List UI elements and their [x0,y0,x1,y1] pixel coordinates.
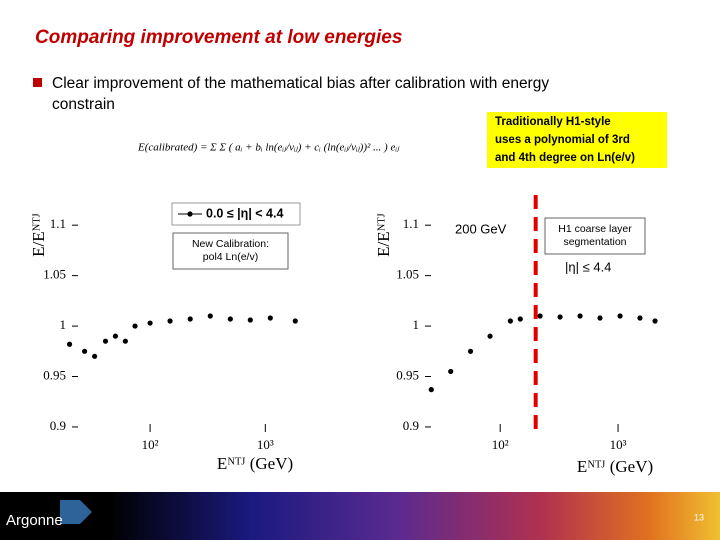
legend-box [171,202,301,226]
x-axis-label: Eᴺᵀᴶ (GeV) [577,457,653,476]
note-text: and 4th degree on Ln(e/v) [495,152,635,164]
x-tick-label: 10² [492,437,509,452]
data-point [517,316,523,322]
charts: 0.9 0.95 1 1.05 1.1 10² 10³ E/Eᴺᵀᴶ Eᴺᵀᴶ (GeV) 0.0… [29,195,658,476]
data-point [267,315,273,321]
y-tick-label: 0.95 [396,367,419,382]
data-point [102,338,109,344]
data-point [227,316,233,322]
data-point [147,320,153,326]
data-point [292,318,298,324]
annotation-text: H1 coarse layer [558,223,632,235]
y-tick-label: 0.95 [43,367,66,382]
data-point [428,387,434,393]
data-point [207,313,213,319]
data-point [66,341,73,347]
y-tick-label: 0.9 [403,418,419,433]
y-tick-label: 1 [60,317,67,332]
data-point [122,338,128,344]
data-point [537,313,543,319]
note-text: uses a polynomial of 3rd [495,134,630,146]
data-point [467,348,474,354]
page-number: 13 [694,512,704,522]
annotation-text: segmentation [563,236,626,248]
y-tick-label: 1.1 [403,216,419,231]
data-point [637,315,643,321]
legend-label: 0.0 ≤ |η| < 4.4 [206,206,283,220]
x-tick-label: 10² [142,437,159,452]
data-point [652,318,658,324]
y-tick-label: 1 [413,317,420,332]
data-point [167,318,173,324]
y-tick-label: 1.05 [396,267,419,282]
data-point [577,313,583,319]
logo-text: Argonne [6,512,63,529]
note-box [487,112,667,168]
annotation-text: 200 GeV [455,221,507,236]
data-point [247,317,253,323]
y-tick-label: 1.05 [43,267,66,282]
x-tick-label: 10³ [257,437,274,452]
data-point [617,313,623,319]
data-point [81,348,88,354]
bullet-text: Clear improvement of the mathematical bi… [52,75,549,92]
data-point [448,368,454,375]
annotation-text: pol4 Ln(e/v) [203,251,258,263]
y-axis-label: E/Eᴺᵀᴶ [374,213,393,257]
data-point [597,315,603,321]
data-point [557,314,563,320]
data-point [132,323,138,329]
data-point [187,316,193,322]
y-tick-label: 0.9 [50,418,66,433]
annotation-box [544,217,646,255]
annotation-box [172,232,289,270]
logo-mark [60,500,92,524]
y-tick-label: 1.1 [50,216,66,231]
bullet-text: constrain [52,96,115,113]
x-tick-label: 10³ [610,437,627,452]
slide-title: Comparing improvement at low energies [35,27,402,48]
data-point [507,318,513,324]
footer-bar [0,492,720,540]
y-axis-label: E/Eᴺᵀᴶ [29,213,48,257]
x-axis-label: Eᴺᵀᴶ (GeV) [217,454,293,473]
data-point [112,333,119,339]
annotation-text: |η| ≤ 4.4 [565,259,611,274]
data-point [92,353,98,359]
data-point [487,333,493,339]
note-text: Traditionally H1-style [495,116,611,128]
annotation-text: New Calibration: [192,238,269,250]
formula: E(calibrated) = Σ Σ ( aᵢ + bᵢ ln(eᵢⱼ/vᵢⱼ… [137,142,400,154]
legend-marker [187,211,193,217]
bullet-marker [33,78,42,87]
